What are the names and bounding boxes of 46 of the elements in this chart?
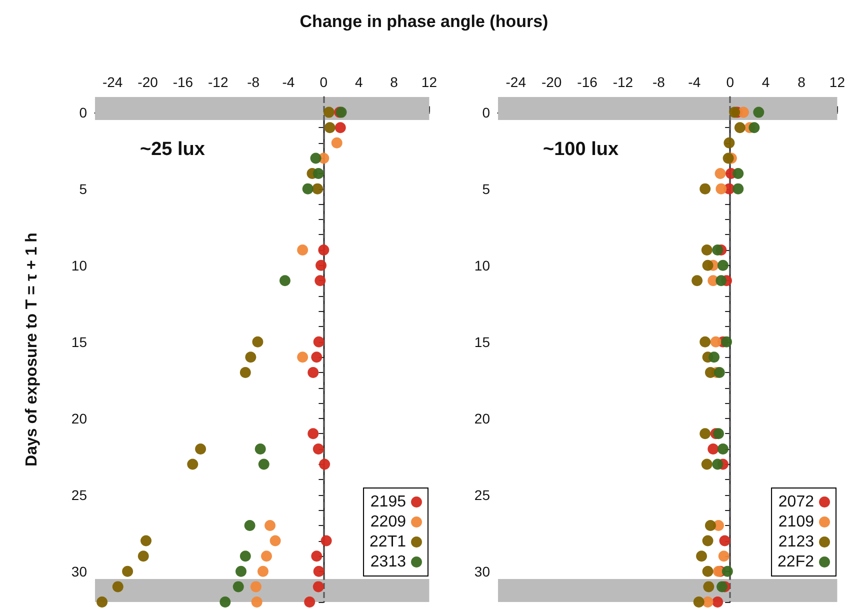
x-tick-label: -24 [506,74,526,90]
y-tick-label: 20 [474,410,490,426]
x-tick-label: -4 [282,74,295,90]
x-tick-label: 12 [829,74,846,90]
y-tick-label: 5 [79,180,88,197]
x-tick-label: 12 [421,74,438,90]
x-tick-label: 4 [354,74,363,90]
y-tick-label: 25 [71,486,88,503]
x-tick-label: 0 [726,74,734,90]
x-tick-label: 8 [390,74,398,90]
x-tick-label: -12 [208,74,228,90]
x-tick-label: -20 [541,74,562,90]
y-tick-label: 5 [482,180,490,197]
x-tick-label: -16 [172,74,194,90]
y-tick-label: 0 [482,104,490,120]
legend-label: 2123 [778,534,814,550]
x-tick-label: -20 [138,74,158,90]
y-tick-label: 10 [71,257,88,274]
legend-label: 2072 [778,494,814,510]
x-tick-label: 8 [798,74,806,90]
x-tick-label: -8 [652,74,666,90]
legend-label: 2109 [778,514,814,530]
x-tick-label: -12 [612,74,634,90]
y-tick-label: 20 [71,410,88,426]
x-tick-label: -16 [577,74,598,90]
legend-label: 22T1 [370,534,406,550]
x-tick-label: -24 [102,74,123,90]
legend-label: 2195 [370,494,406,510]
y-tick-label: 0 [79,104,88,120]
x-axis-title: Change in phase angle (hours) [298,12,550,32]
x-tick-label: -4 [688,74,701,90]
y-tick-label: 15 [474,334,490,350]
y-tick-label: 10 [474,257,490,274]
annotation: ~100 lux [543,139,619,160]
x-tick-label: -8 [247,74,260,90]
annotation: ~25 lux [140,139,206,160]
y-tick-label: 25 [474,486,490,503]
y-tick-label: 30 [474,563,490,580]
legend-label: 2209 [370,514,406,530]
legend-label: 2313 [370,554,406,570]
y-axis-title: Days of exposure to T = τ + 1 h [24,232,40,466]
y-tick-label: 30 [71,563,88,580]
x-tick-label: 4 [762,74,770,90]
x-tick-label: 0 [320,74,328,90]
legend-label: 22F2 [778,554,814,570]
y-tick-label: 15 [71,334,88,350]
